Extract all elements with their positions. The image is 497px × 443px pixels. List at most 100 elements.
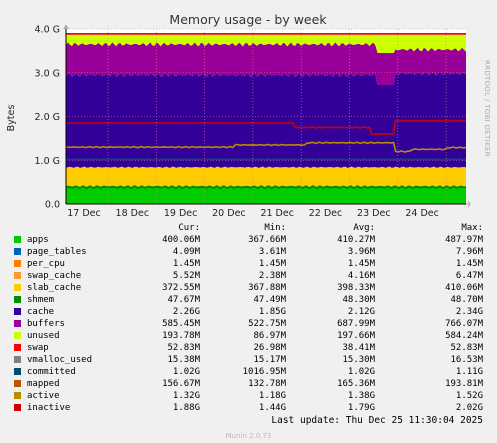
- legend-min: 15.17M: [253, 355, 286, 365]
- legend-row-per_cpu: per_cpu 1.45M 1.45M 1.45M 1.45M: [0, 258, 497, 270]
- legend-min: 1.45M: [258, 259, 286, 269]
- y-tick-label: 0.0: [45, 200, 60, 211]
- legend-series-name: unused: [27, 331, 60, 341]
- legend-max: 48.70M: [450, 295, 483, 305]
- legend-cur: 1.02G: [172, 367, 200, 377]
- legend-cur: 47.67M: [167, 295, 200, 305]
- legend-max: 6.47M: [455, 271, 483, 281]
- x-axis-arrow: [466, 200, 471, 208]
- area-swap: [66, 32, 466, 35]
- y-tick-label: 3.0 G: [35, 68, 61, 79]
- legend-avg: 15.30M: [342, 355, 375, 365]
- munin-version: Munin 2.0.73: [225, 432, 272, 440]
- legend-cur: 193.78M: [162, 331, 200, 341]
- legend-row-buffers: buffers 585.45M 522.75M 687.99M 766.07M: [0, 318, 497, 330]
- x-tick-label: 22 Dec: [309, 208, 343, 219]
- legend-max: 2.02G: [455, 403, 483, 413]
- y-axis-ticks: 0.0 1.0 G 2.0 G 3.0 G 4.0 G: [35, 25, 61, 211]
- legend-swatch: [14, 260, 21, 267]
- legend-cur: 1.88G: [172, 403, 200, 413]
- legend-row-vmalloc_used: vmalloc_used 15.38M 15.17M 15.30M 16.53M: [0, 354, 497, 366]
- legend-swatch: [14, 248, 21, 255]
- legend-cur: 4.09M: [172, 247, 200, 257]
- legend-max: 1.11G: [455, 367, 483, 377]
- legend-avg: 1.45M: [347, 259, 375, 269]
- legend-max: 1.52G: [455, 391, 483, 401]
- area-apps: [66, 186, 466, 204]
- line-committed: [65, 157, 467, 161]
- legend-row-mapped: mapped 156.67M 132.78M 165.36M 193.81M: [0, 378, 497, 390]
- legend-series-name: committed: [27, 367, 76, 377]
- legend-series-name: inactive: [27, 403, 71, 413]
- legend-avg: 48.30M: [342, 295, 375, 305]
- line-active: [65, 141, 467, 153]
- y-tick-label: 2.0 G: [35, 112, 61, 123]
- legend-min: 3.61M: [258, 247, 286, 257]
- legend-row-page_tables: page_tables 4.09M 3.61M 3.96M 7.96M: [0, 246, 497, 258]
- legend-swatch: [14, 332, 21, 339]
- y-tick-label: 1.0 G: [35, 156, 61, 167]
- legend-cur: 2.26G: [172, 307, 200, 317]
- y-axis-label: Bytes: [6, 105, 17, 132]
- legend-series-name: apps: [27, 235, 49, 245]
- stacked-areas: [66, 32, 466, 204]
- legend-row-swap_cache: swap_cache 5.52M 2.38M 4.16M 6.47M: [0, 270, 497, 282]
- legend-cur: 1.32G: [172, 391, 200, 401]
- col-avg-header: Avg:: [353, 223, 375, 233]
- legend-cur: 400.06M: [162, 235, 200, 245]
- legend-cur: 372.55M: [162, 283, 200, 293]
- legend-series-name: page_tables: [27, 247, 87, 257]
- legend-swatch: [14, 380, 21, 387]
- legend-swatch: [14, 272, 21, 279]
- legend-cur: 52.83M: [167, 343, 200, 353]
- legend-series-name: shmem: [27, 295, 55, 305]
- legend-series-name: vmalloc_used: [27, 355, 93, 365]
- legend-series-name: buffers: [27, 319, 65, 329]
- x-tick-label: 24 Dec: [405, 208, 439, 219]
- legend-min: 1.44G: [258, 403, 286, 413]
- legend-avg: 38.41M: [342, 343, 375, 353]
- legend-min: 1.18G: [258, 391, 286, 401]
- col-cur-header: Cur:: [178, 223, 200, 233]
- legend-max: 52.83M: [450, 343, 483, 353]
- legend-min: 1016.95M: [242, 367, 286, 377]
- legend-swatch: [14, 356, 21, 363]
- legend-max: 1.45M: [455, 259, 483, 269]
- area-shmem: [66, 185, 466, 190]
- col-min-header: Min:: [264, 223, 286, 233]
- area-cache: [66, 71, 466, 168]
- legend-min: 47.49M: [253, 295, 286, 305]
- legend-max: 193.81M: [445, 379, 483, 389]
- x-tick-label: 19 Dec: [164, 208, 198, 219]
- legend-avg: 2.12G: [347, 307, 375, 317]
- chart-title: Memory usage - by week: [169, 12, 327, 27]
- grid: [66, 28, 466, 204]
- legend-row-committed: committed 1.02G 1016.95M 1.02G 1.11G: [0, 366, 497, 378]
- y-axis-arrow: [63, 25, 69, 29]
- last-update: Last update: Thu Dec 25 11:30:04 2025: [271, 415, 483, 426]
- x-tick-label: 21 Dec: [260, 208, 294, 219]
- legend-cur: 1.45M: [172, 259, 200, 269]
- legend-series-name: swap_cache: [27, 271, 82, 281]
- legend-swatch: [14, 404, 21, 411]
- legend-swatch: [14, 308, 21, 315]
- x-axis-ticks: 17 Dec 18 Dec 19 Dec 20 Dec 21 Dec 22 Dec 23 D…: [67, 208, 439, 219]
- legend-series-name: active: [27, 391, 60, 401]
- legend-avg: 165.36M: [337, 379, 375, 389]
- legend-avg: 1.38G: [347, 391, 375, 401]
- legend-min: 86.97M: [253, 331, 286, 341]
- legend-min: 367.88M: [248, 283, 286, 293]
- legend-min: 522.75M: [248, 319, 286, 329]
- legend-swatch: [14, 344, 21, 351]
- legend-swatch: [14, 284, 21, 291]
- legend-series-name: per_cpu: [27, 259, 65, 269]
- area-buffers: [66, 42, 466, 85]
- line-inactive: [65, 119, 467, 136]
- x-tick-label: 17 Dec: [67, 208, 101, 219]
- x-tick-label: 20 Dec: [212, 208, 246, 219]
- legend-row-swap: swap 52.83M 26.98M 38.41M 52.83M: [0, 342, 497, 354]
- x-tick-label: 18 Dec: [116, 208, 150, 219]
- legend-cur: 156.67M: [162, 379, 200, 389]
- legend-max: 2.34G: [455, 307, 483, 317]
